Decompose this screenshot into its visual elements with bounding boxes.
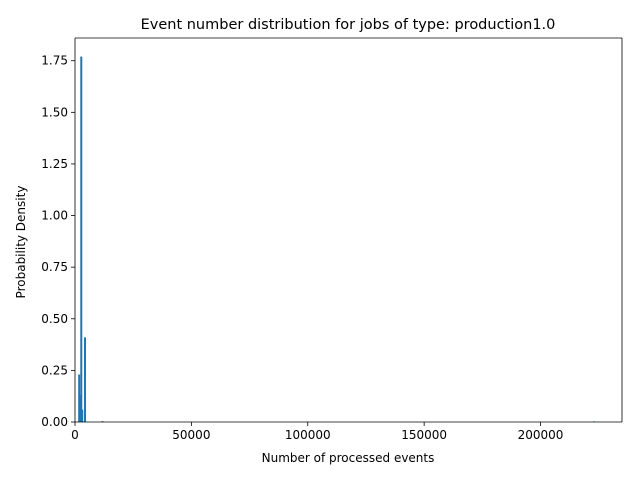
x-axis-label: Number of processed events [262, 451, 435, 465]
y-tick-label: 1.00 [41, 209, 68, 223]
histogram-bar [80, 56, 83, 422]
histogram-bar [84, 337, 87, 422]
y-tick-label: 0.75 [41, 260, 68, 274]
histogram-bar [78, 374, 81, 422]
axes-group: 0 50000 100000 150000 200000 0.00 0.25 0.50 0.75… [41, 37, 623, 442]
y-tick-label: 1.75 [41, 54, 68, 68]
y-tick-label: 0.00 [41, 415, 68, 429]
histogram-bar [81, 409, 84, 422]
histogram-bar [101, 421, 104, 422]
y-tick-label: 1.25 [41, 157, 68, 171]
y-axis-label: Probability Density [14, 186, 28, 299]
y-tick-label: 0.25 [41, 363, 68, 377]
x-tick-label: 150000 [401, 428, 447, 442]
x-tick-label: 100000 [285, 428, 331, 442]
chart-title: Event number distribution for jobs of ty… [141, 17, 556, 33]
y-tick-label: 0.50 [41, 312, 68, 326]
y-tick-label: 1.50 [41, 105, 68, 119]
x-tick-label: 0 [71, 428, 79, 442]
x-tick-label: 50000 [172, 428, 210, 442]
x-tick-label: 200000 [518, 428, 564, 442]
bars-group [78, 56, 596, 422]
